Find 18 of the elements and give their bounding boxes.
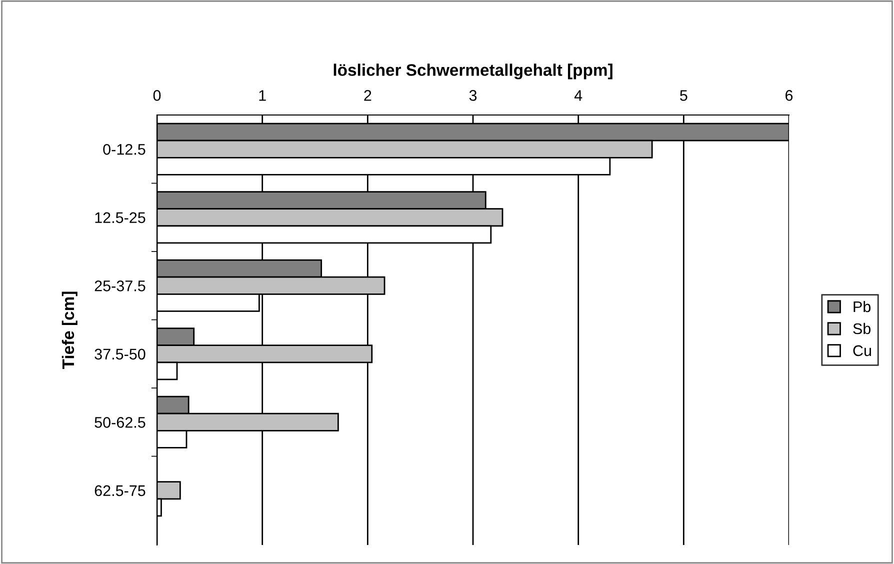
x-tick-label: 6 [786, 90, 793, 101]
y-tick-label: 12.5-25 [95, 212, 146, 224]
x-tick-label: 1 [259, 90, 266, 101]
y-tick-label: 62.5-75 [94, 485, 146, 496]
y-tick-label: 50-62.5 [94, 417, 146, 428]
legend-label: Cu [853, 345, 871, 356]
y-tick-label: 0-12.5 [103, 144, 146, 155]
legend-label: Sb [853, 322, 871, 334]
x-axis-title: löslicher Schwermetallgehalt [ppm] [334, 64, 612, 80]
x-tick-label: 4 [574, 90, 582, 101]
x-tick-label: 0 [153, 90, 161, 101]
legend-label: Pb [854, 300, 871, 312]
x-tick-label: 3 [469, 90, 477, 101]
y-tick-label: 37.5-50 [94, 348, 146, 360]
y-axis-title: Tiefe [cm] [62, 292, 78, 370]
y-tick-label: 25-37.5 [94, 280, 146, 292]
x-tick-label: 5 [680, 90, 688, 101]
x-tick-label: 2 [364, 90, 372, 101]
